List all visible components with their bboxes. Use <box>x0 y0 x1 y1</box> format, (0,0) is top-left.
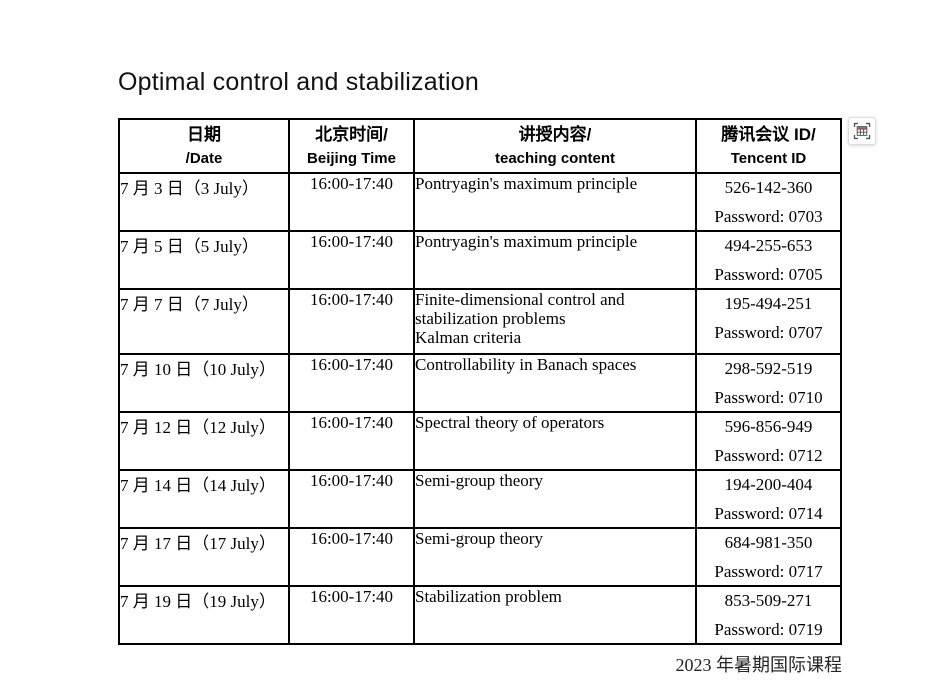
schedule-table-body: 7 月 3 日（3 July） 16:00-17:40 Pontryagin's… <box>118 172 842 645</box>
topic-cell: Pontryagin's maximum principle <box>413 230 697 290</box>
meeting-password: Password: 0703 <box>714 207 823 226</box>
col-header-tencent-id-en: Tencent ID <box>730 150 807 167</box>
table-row: 7 月 3 日（3 July） 16:00-17:40 Pontryagin's… <box>118 172 842 232</box>
col-header-tencent-id: 腾讯会议 ID/ Tencent ID <box>695 118 842 174</box>
meeting-password: Password: 0717 <box>714 562 823 581</box>
meeting-id: 494-255-653 <box>724 236 813 255</box>
table-row: 7 月 10 日（10 July） 16:00-17:40 Controllab… <box>118 353 842 413</box>
date-cell: 7 月 5 日（5 July） <box>118 230 290 290</box>
schedule-table: 日期 /Date 北京时间/ Beijing Time 讲授内容/ teachi… <box>118 118 842 645</box>
time-cell: 16:00-17:40 <box>288 527 415 587</box>
meeting-id: 298-592-519 <box>724 359 813 378</box>
topic-cell: Spectral theory of operators <box>413 411 697 471</box>
col-header-content-zh: 讲授内容/ <box>518 125 592 144</box>
meeting-id-cell: 298-592-519 Password: 0710 <box>695 353 842 413</box>
col-header-content-en: teaching content <box>494 150 615 167</box>
meeting-id: 853-509-271 <box>724 591 813 610</box>
date-cell: 7 月 12 日（12 July） <box>118 411 290 471</box>
time-cell: 16:00-17:40 <box>288 469 415 529</box>
time-cell: 16:00-17:40 <box>288 288 415 355</box>
meeting-password: Password: 0712 <box>714 446 823 465</box>
page-footer: 2023 年暑期国际课程 <box>675 655 843 675</box>
topic-cell: Semi-group theory <box>413 527 697 587</box>
page-title: Optimal control and stabilization <box>118 67 479 96</box>
table-row: 7 月 17 日（17 July） 16:00-17:40 Semi-group… <box>118 527 842 587</box>
meeting-password: Password: 0719 <box>714 620 823 639</box>
time-cell: 16:00-17:40 <box>288 353 415 413</box>
time-cell: 16:00-17:40 <box>288 172 415 232</box>
table-row: 7 月 12 日（12 July） 16:00-17:40 Spectral t… <box>118 411 842 471</box>
meeting-id: 596-856-949 <box>724 417 813 436</box>
table-select-icon <box>853 122 871 140</box>
time-cell: 16:00-17:40 <box>288 411 415 471</box>
meeting-id-cell: 526-142-360 Password: 0703 <box>695 172 842 232</box>
topic-cell: Finite-dimensional control and stabiliza… <box>413 288 697 355</box>
time-cell: 16:00-17:40 <box>288 585 415 645</box>
meeting-password: Password: 0714 <box>714 504 823 523</box>
meeting-password: Password: 0710 <box>714 388 823 407</box>
meeting-password: Password: 0705 <box>714 265 823 284</box>
table-row: 7 月 5 日（5 July） 16:00-17:40 Pontryagin's… <box>118 230 842 290</box>
col-header-time: 北京时间/ Beijing Time <box>288 118 415 174</box>
meeting-id: 195-494-251 <box>724 294 813 313</box>
topic-cell: Controllability in Banach spaces <box>413 353 697 413</box>
col-header-time-zh: 北京时间/ <box>315 125 388 144</box>
col-header-date: 日期 /Date <box>118 118 290 174</box>
header-row: 日期 /Date 北京时间/ Beijing Time 讲授内容/ teachi… <box>118 118 842 174</box>
time-cell: 16:00-17:40 <box>288 230 415 290</box>
date-cell: 7 月 19 日（19 July） <box>118 585 290 645</box>
date-cell: 7 月 7 日（7 July） <box>118 288 290 355</box>
table-row: 7 月 7 日（7 July） 16:00-17:40 Finite-dimen… <box>118 288 842 355</box>
date-cell: 7 月 14 日（14 July） <box>118 469 290 529</box>
meeting-id: 526-142-360 <box>724 178 813 197</box>
date-cell: 7 月 10 日（10 July） <box>118 353 290 413</box>
meeting-password: Password: 0707 <box>714 323 823 342</box>
col-header-tencent-id-zh: 腾讯会议 ID/ <box>721 125 816 144</box>
col-header-content: 讲授内容/ teaching content <box>413 118 697 174</box>
table-row: 7 月 19 日（19 July） 16:00-17:40 Stabilizat… <box>118 585 842 645</box>
meeting-id-cell: 684-981-350 Password: 0717 <box>695 527 842 587</box>
date-cell: 7 月 17 日（17 July） <box>118 527 290 587</box>
topic-cell: Semi-group theory <box>413 469 697 529</box>
meeting-id: 194-200-404 <box>724 475 813 494</box>
meeting-id: 684-981-350 <box>724 533 813 552</box>
meeting-id-cell: 494-255-653 Password: 0705 <box>695 230 842 290</box>
topic-cell: Stabilization problem <box>413 585 697 645</box>
col-header-time-en: Beijing Time <box>307 150 396 167</box>
schedule-table-header: 日期 /Date 北京时间/ Beijing Time 讲授内容/ teachi… <box>118 118 842 174</box>
table-select-button[interactable] <box>848 117 876 145</box>
meeting-id-cell: 195-494-251 Password: 0707 <box>695 288 842 355</box>
date-cell: 7 月 3 日（3 July） <box>118 172 290 232</box>
col-header-date-zh: 日期 <box>187 125 221 144</box>
meeting-id-cell: 853-509-271 Password: 0719 <box>695 585 842 645</box>
topic-cell: Pontryagin's maximum principle <box>413 172 697 232</box>
table-row: 7 月 14 日（14 July） 16:00-17:40 Semi-group… <box>118 469 842 529</box>
col-header-date-en: /Date <box>185 150 223 167</box>
meeting-id-cell: 194-200-404 Password: 0714 <box>695 469 842 529</box>
meeting-id-cell: 596-856-949 Password: 0712 <box>695 411 842 471</box>
